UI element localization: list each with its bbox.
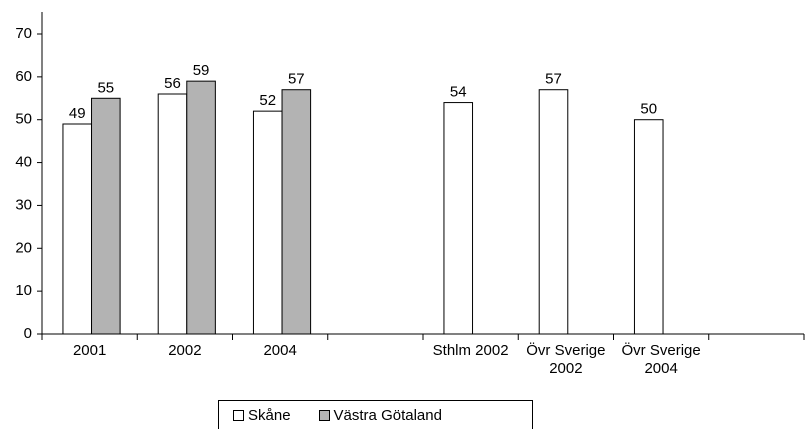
data-label: 49 xyxy=(69,105,86,122)
legend-item: Skåne xyxy=(233,407,291,424)
bar xyxy=(252,110,283,335)
legend-swatch xyxy=(318,409,330,421)
data-label: 54 xyxy=(450,84,467,101)
bar xyxy=(186,80,216,335)
bar xyxy=(62,123,93,335)
legend-swatch xyxy=(233,409,244,421)
x-tick-label: 2002 xyxy=(168,342,202,359)
y-tick-label: 20 xyxy=(15,239,32,256)
data-label: 57 xyxy=(545,71,562,88)
data-label: 50 xyxy=(640,101,657,118)
y-tick-label: 60 xyxy=(15,68,32,85)
y-tick-label: 30 xyxy=(15,196,32,213)
legend-label: Skåne xyxy=(248,406,291,424)
bar xyxy=(91,97,121,335)
x-tick-label: 2004 xyxy=(263,342,297,359)
data-label: 56 xyxy=(164,75,181,92)
bar xyxy=(633,119,664,335)
y-tick-label: 10 xyxy=(15,282,32,299)
legend-item: Västra Götaland xyxy=(318,406,442,424)
data-label: 59 xyxy=(193,62,210,79)
legend-label: Västra Götaland xyxy=(333,406,442,424)
x-tick-label: Övr Sverige 2004 xyxy=(621,342,701,377)
y-tick-label: 70 xyxy=(15,25,32,42)
data-label: 55 xyxy=(97,79,114,96)
bar xyxy=(443,102,474,335)
y-tick-label: 50 xyxy=(15,111,32,128)
y-tick-label: 40 xyxy=(15,154,32,171)
y-tick-label: 0 xyxy=(24,325,32,342)
x-tick-label: 2001 xyxy=(72,342,107,359)
data-label: 57 xyxy=(288,71,305,88)
data-label: 52 xyxy=(259,92,276,109)
bar xyxy=(281,89,312,335)
bar xyxy=(157,93,188,335)
x-tick-label: Övr Sverige 2002 xyxy=(526,342,606,377)
x-tick-label: Sthlm 2002 xyxy=(432,342,509,359)
legend: Skåne Västra Götaland xyxy=(218,400,533,429)
bar xyxy=(538,89,569,335)
